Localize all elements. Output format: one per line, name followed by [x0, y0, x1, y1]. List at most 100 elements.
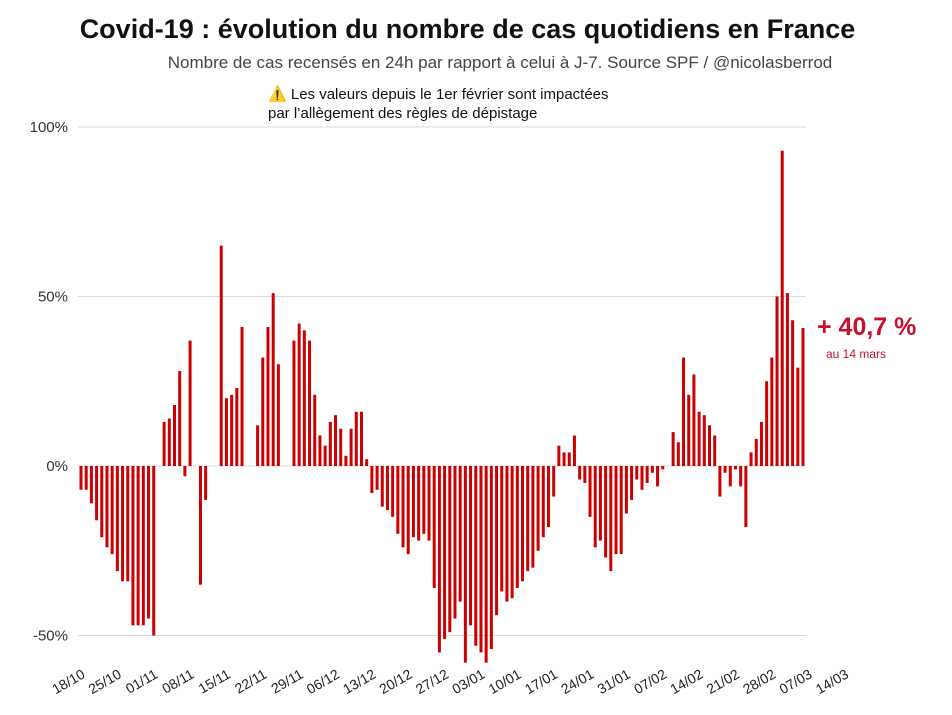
bar [380, 466, 384, 507]
bar [271, 293, 275, 466]
bar [505, 466, 509, 602]
bar [230, 394, 234, 466]
bar [136, 466, 140, 626]
bar [624, 466, 628, 514]
bar [261, 357, 265, 466]
x-tick-label: 27/12 [413, 666, 452, 697]
bar [645, 466, 649, 483]
x-tick-label: 29/11 [268, 666, 306, 697]
bar [484, 466, 488, 663]
bar [578, 466, 582, 480]
bar [323, 445, 327, 466]
bar [463, 466, 467, 663]
x-tick-label: 20/12 [376, 666, 415, 697]
bar [188, 340, 192, 466]
note-line-1: Les valeurs depuis le 1er février sont i… [290, 86, 609, 103]
bar [224, 398, 228, 466]
bar [105, 466, 109, 548]
x-tick-label: 03/01 [449, 666, 488, 697]
bar [692, 374, 696, 466]
bar [308, 340, 312, 466]
bar [443, 466, 447, 639]
bar [370, 466, 374, 494]
bar [749, 452, 753, 466]
bar [100, 466, 104, 538]
bar [432, 466, 436, 589]
bar [385, 466, 389, 511]
bar [417, 466, 421, 541]
x-tick-label: 07/03 [776, 666, 815, 697]
bar [713, 435, 717, 466]
chart-title: Covid-19 : évolution du nombre de cas qu… [79, 14, 856, 44]
bar [318, 435, 322, 466]
bar [676, 442, 680, 466]
bar [365, 459, 369, 466]
bar [131, 466, 135, 626]
bar [536, 466, 540, 551]
bar [588, 466, 592, 517]
bar [708, 425, 711, 466]
x-tick-label: 25/10 [86, 666, 125, 697]
x-tick-label: 10/01 [485, 666, 524, 697]
chart-subtitle: Nombre de cas recensés en 24h par rappor… [167, 53, 833, 72]
bar [775, 296, 779, 466]
bar [521, 466, 525, 582]
bar [235, 388, 239, 466]
bar [344, 455, 348, 466]
bar [562, 452, 566, 466]
bar [110, 466, 114, 555]
bar [682, 357, 686, 466]
bar [313, 394, 317, 466]
bar [422, 466, 426, 534]
bar [728, 466, 732, 487]
bar [219, 245, 223, 466]
bar [152, 466, 156, 636]
bar [198, 466, 202, 585]
y-tick-label: 100% [30, 119, 68, 136]
bar [609, 466, 613, 572]
y-tick-label: 0% [46, 458, 68, 475]
bar [604, 466, 608, 558]
bar [354, 411, 358, 466]
gridlines [78, 126, 806, 636]
bar [256, 425, 260, 466]
bar [598, 466, 602, 541]
bar [500, 466, 504, 592]
bar [650, 466, 654, 473]
bar [334, 415, 338, 466]
bar [183, 466, 187, 477]
x-tick-label: 07/02 [631, 666, 670, 697]
bar [411, 466, 415, 538]
bar [759, 421, 763, 466]
bar [121, 466, 125, 582]
bar [302, 330, 306, 466]
testing-rules-note: ⚠️ Les valeurs depuis le 1er février son… [268, 85, 609, 123]
x-tick-label: 08/11 [159, 666, 197, 697]
x-tick-label: 13/12 [340, 666, 379, 697]
x-tick-label: 14/02 [667, 666, 706, 697]
bar [204, 466, 208, 500]
bar [531, 466, 535, 568]
bar [785, 293, 789, 466]
bar [495, 466, 499, 616]
x-tick-label: 15/11 [195, 666, 233, 697]
bar [266, 327, 270, 466]
bar [614, 466, 618, 555]
latest-date-annotation: au 14 mars [826, 347, 887, 361]
x-tick-label: 17/01 [522, 666, 561, 697]
bar [458, 466, 462, 602]
bar [489, 466, 493, 650]
bar [541, 466, 545, 538]
bar [557, 445, 561, 466]
bars [79, 150, 805, 663]
bar [801, 328, 805, 466]
x-axis-ticks: 18/1025/1001/1108/1115/1122/1129/1106/12… [49, 666, 851, 697]
bar [567, 452, 571, 466]
bar [359, 411, 363, 466]
bar [687, 394, 691, 466]
bar [173, 404, 176, 466]
x-tick-label: 18/10 [49, 666, 88, 697]
bar [147, 466, 151, 619]
bar [619, 466, 623, 555]
bar [552, 466, 556, 497]
